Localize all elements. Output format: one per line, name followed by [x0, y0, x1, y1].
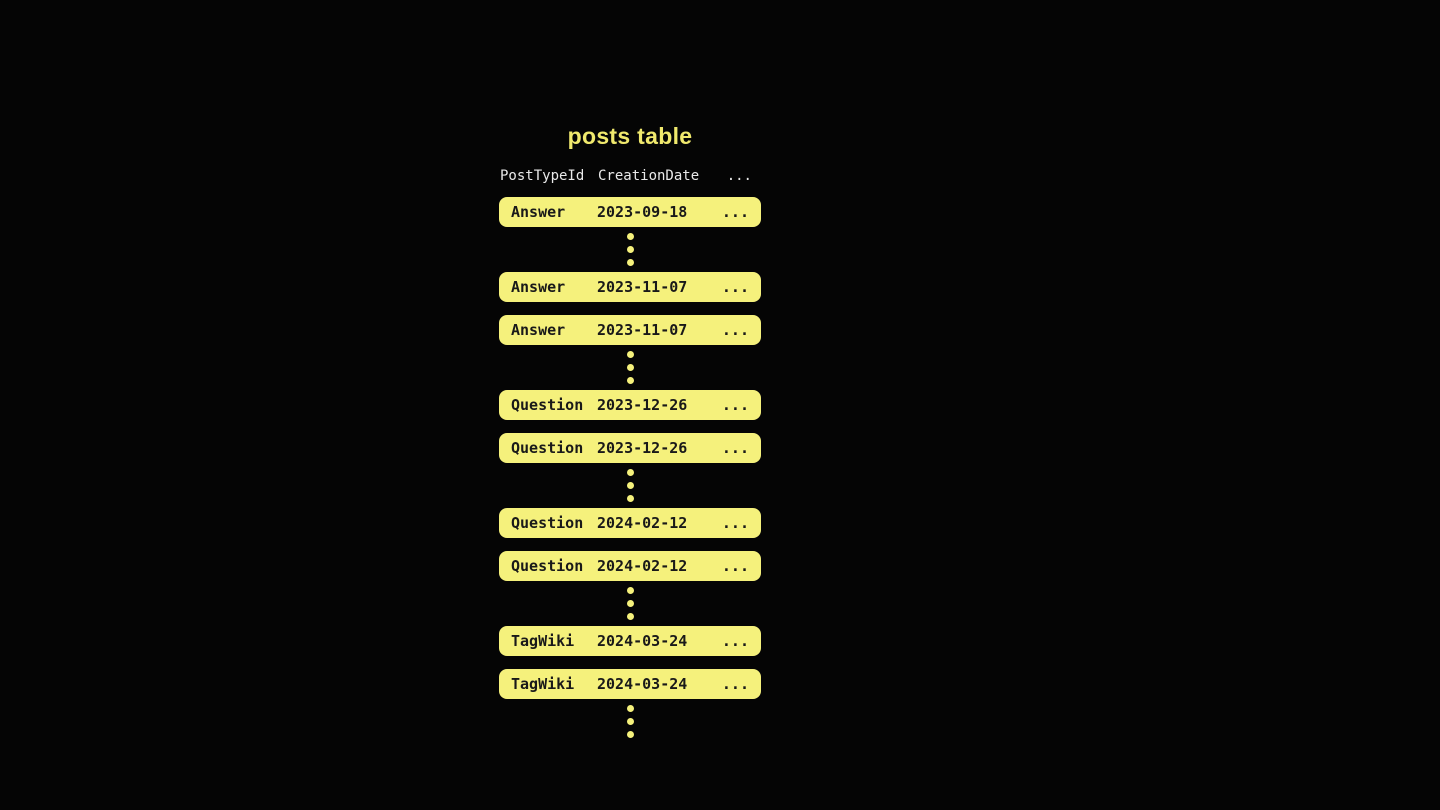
vertical-ellipsis: [499, 699, 761, 744]
ellipsis-dot: [626, 377, 634, 384]
table-row: Answer 2023-11-07...: [499, 315, 761, 345]
cell-post-type-id: Question: [511, 557, 584, 575]
cell-post-type-id: Answer: [511, 203, 566, 221]
table-row: TagWiki 2024-03-24...: [499, 626, 761, 656]
ellipsis-dot: [626, 718, 634, 725]
table-row: Question 2023-12-26...: [499, 390, 761, 420]
cell-creation-date: 2023-11-07: [597, 278, 688, 296]
table-groups: Answer 2023-09-18... Answer 2023-11-07... An…: [499, 197, 761, 744]
table-header-row: PostTypeId CreationDate ...: [499, 167, 761, 184]
cell-creation-date: 2023-12-26: [597, 439, 688, 457]
cell-post-type-id: TagWiki: [511, 675, 575, 693]
cell-post-type-id: TagWiki: [511, 632, 575, 650]
ellipsis-dot: [626, 469, 634, 476]
table-row: Answer 2023-11-07...: [499, 272, 761, 302]
table-row: TagWiki 2024-03-24...: [499, 669, 761, 699]
cell-post-type-id: Answer: [511, 278, 566, 296]
ellipsis-dot: [626, 731, 634, 738]
cell-ellipsis: ...: [721, 632, 749, 650]
cell-creation-date: 2023-09-18: [597, 203, 688, 221]
cell-creation-date: 2023-11-07: [597, 321, 688, 339]
cell-creation-date: 2024-03-24: [597, 675, 688, 693]
ellipsis-dot: [626, 482, 634, 489]
ellipsis-dot: [626, 705, 634, 712]
column-header-post-type-id: PostTypeId: [500, 167, 585, 184]
table-row: Answer 2023-09-18...: [499, 197, 761, 227]
cell-creation-date: 2024-03-24: [597, 632, 688, 650]
vertical-ellipsis: [499, 581, 761, 626]
column-header-creation-date: CreationDate: [598, 167, 700, 184]
cell-creation-date: 2024-02-12: [597, 514, 688, 532]
cell-post-type-id: Question: [511, 439, 584, 457]
cell-ellipsis: ...: [721, 439, 749, 457]
cell-post-type-id: Question: [511, 514, 584, 532]
ellipsis-dot: [626, 233, 634, 240]
cell-ellipsis: ...: [721, 396, 749, 414]
cell-ellipsis: ...: [721, 675, 749, 693]
cell-ellipsis: ...: [721, 278, 749, 296]
cell-creation-date: 2024-02-12: [597, 557, 688, 575]
diagram-title: posts table: [567, 123, 693, 149]
vertical-ellipsis: [499, 463, 761, 508]
table-row: Question 2024-02-12...: [499, 508, 761, 538]
cell-ellipsis: ...: [721, 321, 749, 339]
ellipsis-dot: [626, 351, 634, 358]
ellipsis-dot: [626, 613, 634, 620]
cell-creation-date: 2023-12-26: [597, 396, 688, 414]
cell-ellipsis: ...: [721, 203, 749, 221]
table-row: Question 2023-12-26...: [499, 433, 761, 463]
vertical-ellipsis: [499, 345, 761, 390]
ellipsis-dot: [626, 246, 634, 253]
column-header-ellipsis: ...: [726, 167, 752, 184]
vertical-ellipsis: [499, 227, 761, 272]
cell-ellipsis: ...: [721, 557, 749, 575]
cell-post-type-id: Question: [511, 396, 584, 414]
ellipsis-dot: [626, 364, 634, 371]
ellipsis-dot: [626, 259, 634, 266]
cell-post-type-id: Answer: [511, 321, 566, 339]
posts-table-diagram: posts table PostTypeId CreationDate ... …: [499, 122, 761, 744]
table-row: Question 2024-02-12...: [499, 551, 761, 581]
cell-ellipsis: ...: [721, 514, 749, 532]
ellipsis-dot: [626, 495, 634, 502]
ellipsis-dot: [626, 587, 634, 594]
ellipsis-dot: [626, 600, 634, 607]
